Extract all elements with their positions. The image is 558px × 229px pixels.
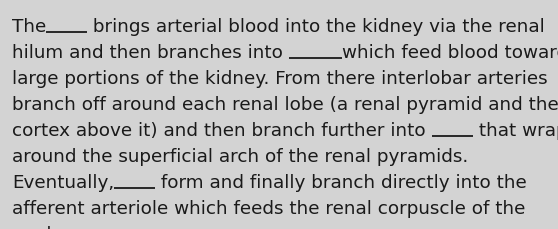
Text: that wrap: that wrap (473, 121, 558, 139)
Text: form and finally branch directly into the: form and finally branch directly into th… (155, 173, 527, 191)
Text: Eventually,: Eventually, (12, 173, 114, 191)
Text: afferent arteriole which feeds the renal corpuscle of the: afferent arteriole which feeds the renal… (12, 199, 526, 217)
Text: cortex above it) and then branch further into: cortex above it) and then branch further… (12, 121, 431, 139)
Text: brings arterial blood into the kidney via the renal: brings arterial blood into the kidney vi… (88, 18, 545, 36)
Text: large portions of the kidney. From there interlobar arteries: large portions of the kidney. From there… (12, 70, 547, 88)
Text: hilum and then branches into: hilum and then branches into (12, 44, 288, 62)
Text: around the superficial arch of the renal pyramids.: around the superficial arch of the renal… (12, 147, 468, 165)
Text: nephrons.: nephrons. (12, 225, 104, 229)
Text: The: The (12, 18, 46, 36)
Text: which feed blood towards: which feed blood towards (341, 44, 558, 62)
Text: branch off around each renal lobe (a renal pyramid and the renal: branch off around each renal lobe (a ren… (12, 95, 558, 114)
